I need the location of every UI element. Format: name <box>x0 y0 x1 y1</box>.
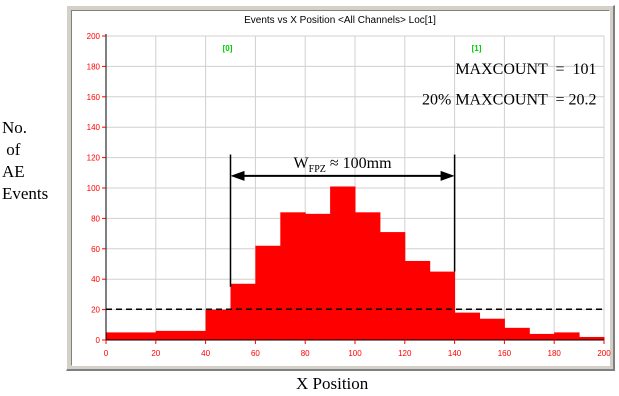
histogram-bar <box>355 212 381 340</box>
histogram-bar <box>404 260 431 340</box>
y-tick-label: 100 <box>87 184 101 193</box>
span-width-suffix: ≈ 100mm <box>326 155 392 172</box>
y-tick-label: 40 <box>91 275 100 284</box>
x-tick-label: 200 <box>597 349 611 358</box>
histogram-bar <box>130 332 157 340</box>
span-arrow-left-head <box>230 170 245 181</box>
y-tick-label: 80 <box>91 214 100 223</box>
x-tick-label: 160 <box>498 349 512 358</box>
y-tick-label: 140 <box>87 123 101 132</box>
x-tick-label: 0 <box>104 349 109 358</box>
x-tick-label: 140 <box>448 349 462 358</box>
histogram-bar <box>230 283 256 340</box>
y-tick-label: 60 <box>91 245 100 254</box>
histogram-bar <box>479 318 505 340</box>
histogram-bar <box>155 330 182 340</box>
histogram-bars <box>106 186 605 340</box>
channel-marker-label: [1] <box>472 44 482 53</box>
y-tick-label: 120 <box>87 154 101 163</box>
x-tick-label: 180 <box>548 349 562 358</box>
axes: 0 20 40 60 80 100 120 140 160 180 200 0 20 40 60 80 100 1… <box>87 32 612 358</box>
x-tick-label: 60 <box>251 349 260 358</box>
histogram-bar <box>305 213 331 340</box>
y-tick-label: 180 <box>87 62 101 71</box>
maxcount-annotation: MAXCOUNT = 101 <box>455 61 596 78</box>
y-tick-label: 0 <box>96 336 101 345</box>
chart-title: Events vs X Position <All Channels> Loc[… <box>244 15 436 26</box>
y-axis-label-line: Events <box>2 184 49 203</box>
y-tick-label: 200 <box>87 32 101 41</box>
x-tick-label: 40 <box>201 349 210 358</box>
histogram-bar <box>180 330 207 340</box>
annotations: MAXCOUNT = 101 20% MAXCOUNT = 20.2 WFPZ ≈ … <box>106 61 606 311</box>
histogram-bar <box>379 232 406 340</box>
histogram-bar <box>280 212 306 340</box>
x-tick-label: 80 <box>301 349 310 358</box>
histogram-bar <box>454 312 480 340</box>
histogram-bar <box>330 186 356 340</box>
span-arrow-right-head <box>440 170 455 181</box>
histogram-bar <box>205 309 231 340</box>
histogram-bar <box>579 336 605 340</box>
channel-marker-label: [0] <box>223 44 233 53</box>
x-tick-label: 20 <box>151 349 160 358</box>
histogram-bar <box>504 327 530 340</box>
span-width-subscript: FPZ <box>309 164 326 175</box>
y-axis-label-line: AE <box>2 162 25 181</box>
span-width-prefix: W <box>294 155 310 172</box>
y-tick-label: 160 <box>87 93 101 102</box>
x-axis-label: X Position <box>296 374 369 393</box>
x-tick-label: 100 <box>348 349 362 358</box>
y-axis-label-line: of <box>2 140 21 159</box>
y-axis-label: No. of AE Events <box>2 117 72 205</box>
x-tick-label: 120 <box>398 349 412 358</box>
y-tick-label: 20 <box>91 306 100 315</box>
histogram-bar <box>429 271 456 340</box>
channel-markers: [0] [1] <box>223 44 482 53</box>
pct-maxcount-annotation: 20% MAXCOUNT = 20.2 <box>422 91 597 108</box>
histogram-bar <box>529 333 555 340</box>
histogram-bar <box>554 332 580 340</box>
y-axis-label-line: No. <box>2 118 28 137</box>
histogram-bar <box>106 332 132 340</box>
histogram-bar <box>255 245 281 340</box>
span-width-label: WFPZ ≈ 100mm <box>294 155 393 175</box>
